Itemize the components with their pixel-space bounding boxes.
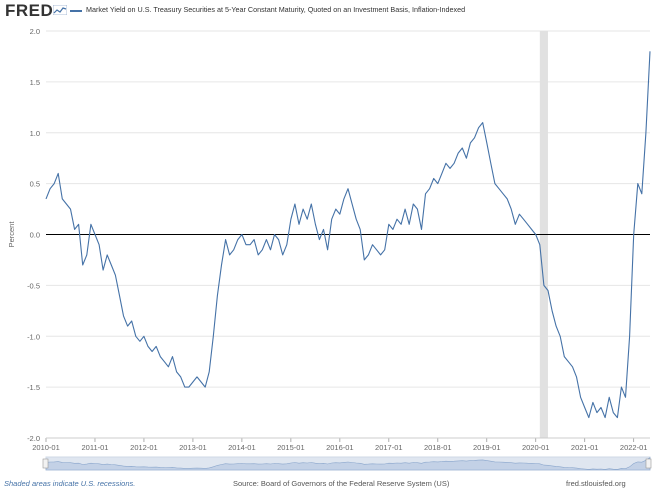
recession-note: Shaded areas indicate U.S. recessions.	[4, 479, 136, 488]
y-tick-label: 2.0	[30, 27, 40, 36]
y-tick-label: -2.0	[27, 434, 40, 443]
y-tick-label: 1.5	[30, 78, 40, 87]
y-tick-label: -1.0	[27, 332, 40, 341]
x-tick-label: 2019-01	[473, 443, 501, 452]
x-tick-label: 2013-01	[179, 443, 207, 452]
site-link[interactable]: fred.stlouisfed.org	[566, 479, 626, 488]
fred-logo-chart-icon	[53, 5, 67, 15]
y-tick-label: -1.5	[27, 383, 40, 392]
source-note: Source: Board of Governors of the Federa…	[233, 479, 450, 488]
range-navigator[interactable]	[42, 456, 652, 471]
navigator-handle-left[interactable]	[42, 458, 49, 469]
y-tick-label: 0.0	[30, 231, 40, 240]
y-axis-label: Percent	[7, 221, 16, 248]
fred-logo[interactable]: FRED	[5, 1, 54, 20]
x-tick-label: 2017-01	[375, 443, 403, 452]
x-tick-label: 2016-01	[326, 443, 354, 452]
navigator-series-area	[45, 457, 651, 471]
x-tick-label: 2020-01	[522, 443, 550, 452]
x-axis-ticks: 2010-01 2011-01 2012-01 2013-01 2014-01 2015-…	[32, 437, 650, 452]
x-tick-label: 2021-01	[571, 443, 599, 452]
x-tick-label: 2014-01	[228, 443, 256, 452]
navigator-handle-right[interactable]	[645, 458, 652, 469]
y-tick-label: 0.5	[30, 180, 40, 189]
chart-canvas: Percent 2.01.51.00.50.0-0.5-1.0-1.5-2.0 …	[7, 27, 652, 471]
chart-footer: Shaded areas indicate U.S. recessions. S…	[0, 479, 653, 489]
series-legend-swatch	[70, 10, 82, 12]
y-tick-label: 1.0	[30, 129, 40, 138]
x-tick-label: 2018-01	[424, 443, 452, 452]
x-tick-label: 2011-01	[81, 443, 108, 452]
chart-title: Market Yield on U.S. Treasury Securities…	[86, 5, 466, 14]
x-tick-label: 2022-01	[620, 443, 648, 452]
x-tick-label: 2012-01	[130, 443, 158, 452]
chart-header: FRED Market Yield on U.S. Treasury Secur…	[0, 0, 653, 24]
x-tick-label: 2015-01	[277, 443, 305, 452]
y-tick-label: -0.5	[27, 281, 40, 290]
y-axis-ticks: 2.0 1.5 1.0 0.5 0.0 -0.5 -1.0 -1.5 -2.0	[27, 27, 40, 443]
series-line[interactable]	[45, 51, 651, 419]
x-tick-label: 2010-01	[32, 443, 60, 452]
